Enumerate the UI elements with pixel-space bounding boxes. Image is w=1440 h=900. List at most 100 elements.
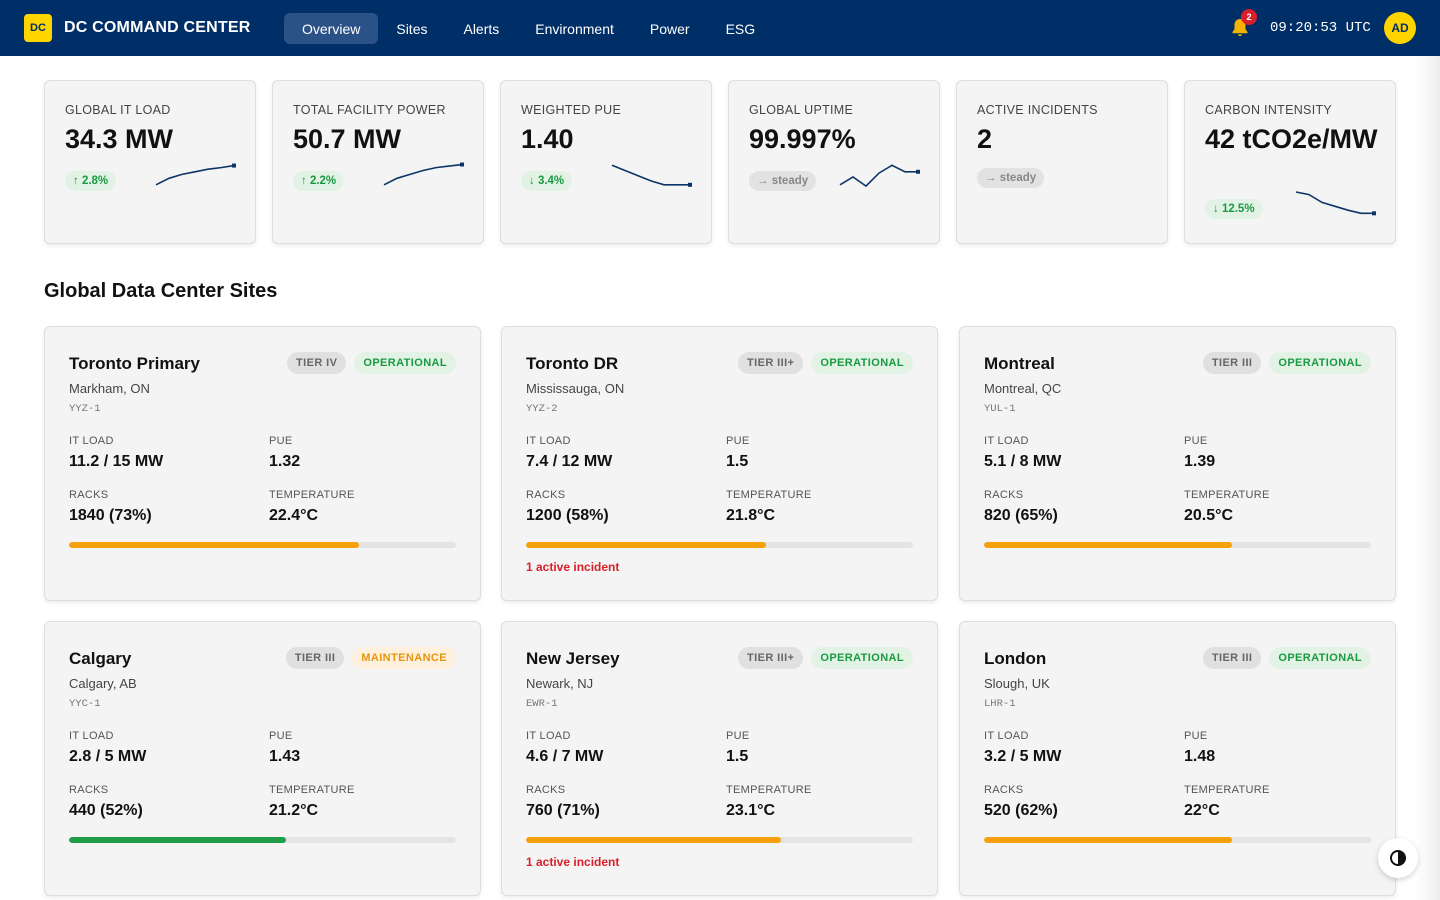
metric-label: IT LOAD bbox=[984, 435, 1029, 447]
sparkline-chart bbox=[155, 163, 236, 186]
kpi-value: 1.40 bbox=[521, 124, 574, 154]
metric-value: 820 (65%) bbox=[984, 507, 1058, 524]
site-location: Mississauga, ON bbox=[526, 381, 625, 396]
kpi-trend-badge: → steady bbox=[749, 171, 817, 191]
metric-temperature: TEMPERATURE 21.2°C bbox=[269, 784, 449, 820]
metric-label: RACKS bbox=[69, 489, 109, 501]
nav-alerts[interactable]: Alerts bbox=[463, 20, 500, 37]
dc-logo: DC bbox=[24, 14, 52, 42]
nav-sites[interactable]: Sites bbox=[396, 20, 428, 37]
metric-value: 21.8°C bbox=[726, 507, 776, 524]
kpi-trend-badge: ↓ 12.5% bbox=[1205, 199, 1263, 219]
metric-it-load: IT LOAD 3.2 / 5 MW bbox=[984, 730, 1164, 766]
app-title: DC COMMAND CENTER bbox=[64, 19, 251, 36]
metric-label: PUE bbox=[269, 730, 293, 742]
metric-pue: PUE 1.5 bbox=[726, 730, 906, 766]
utilization-bar-fill bbox=[984, 837, 1232, 843]
tier-badge: TIER III+ bbox=[738, 647, 804, 669]
metric-value: 11.2 / 15 MW bbox=[69, 453, 164, 470]
metric-label: TEMPERATURE bbox=[269, 489, 355, 501]
metric-value: 1.39 bbox=[1184, 453, 1216, 470]
sparkline-endpoint bbox=[1372, 211, 1376, 216]
nav-esg[interactable]: ESG bbox=[725, 20, 756, 37]
metric-label: PUE bbox=[726, 435, 750, 447]
metric-value: 22°C bbox=[1184, 802, 1220, 819]
utilization-bar bbox=[526, 837, 913, 843]
site-code: YYC-1 bbox=[69, 698, 101, 710]
status-badge: OPERATIONAL bbox=[354, 352, 456, 374]
kpi-trend-badge: ↑ 2.2% bbox=[293, 171, 345, 191]
tier-badge: TIER III+ bbox=[738, 352, 804, 374]
site-location: Markham, ON bbox=[69, 381, 150, 396]
theme-toggle-button[interactable] bbox=[1378, 838, 1418, 878]
metric-label: RACKS bbox=[69, 784, 109, 796]
user-avatar[interactable]: AD bbox=[1384, 12, 1416, 44]
metric-pue: PUE 1.48 bbox=[1184, 730, 1364, 766]
metric-pue: PUE 1.43 bbox=[269, 730, 449, 766]
metric-value: 440 (52%) bbox=[69, 802, 143, 819]
metric-temperature: TEMPERATURE 22.4°C bbox=[269, 489, 449, 525]
sparkline-series bbox=[1295, 191, 1374, 215]
site-code: YUL-1 bbox=[984, 403, 1016, 415]
metric-value: 1.48 bbox=[1184, 748, 1216, 765]
site-card-london[interactable]: London TIER III OPERATIONAL Slough, UK L… bbox=[959, 621, 1396, 896]
metric-it-load: IT LOAD 5.1 / 8 MW bbox=[984, 435, 1164, 471]
site-card-toronto-dr[interactable]: Toronto DR TIER III+ OPERATIONAL Mississ… bbox=[501, 326, 938, 601]
nav-overview[interactable]: Overview bbox=[284, 13, 379, 44]
metric-pue: PUE 1.39 bbox=[1184, 435, 1364, 471]
site-location: Calgary, AB bbox=[69, 676, 137, 691]
sparkline-endpoint bbox=[688, 182, 692, 187]
site-card-montreal[interactable]: Montreal TIER III OPERATIONAL Montreal, … bbox=[959, 326, 1396, 601]
metric-label: RACKS bbox=[984, 784, 1024, 796]
kpi-label: WEIGHTED PUE bbox=[521, 103, 622, 117]
metric-value: 1.5 bbox=[726, 453, 749, 470]
utc-clock: 09:20:53 UTC bbox=[1270, 20, 1371, 36]
metric-racks: RACKS 520 (62%) bbox=[984, 784, 1164, 820]
metric-value: 5.1 / 8 MW bbox=[984, 453, 1062, 470]
metric-temperature: TEMPERATURE 23.1°C bbox=[726, 784, 906, 820]
metric-value: 1.5 bbox=[726, 748, 749, 765]
site-badges: TIER IV OPERATIONAL bbox=[287, 352, 456, 374]
incident-link[interactable]: 1 active incident bbox=[526, 560, 620, 574]
utilization-bar bbox=[69, 542, 456, 548]
sparkline-endpoint bbox=[460, 162, 464, 167]
metric-it-load: IT LOAD 4.6 / 7 MW bbox=[526, 730, 706, 766]
site-name: Toronto DR bbox=[526, 354, 619, 373]
metric-label: RACKS bbox=[526, 489, 566, 501]
metric-it-load: IT LOAD 2.8 / 5 MW bbox=[69, 730, 249, 766]
sparkline-endpoint bbox=[232, 163, 236, 168]
top-navigation-bar: DC DC COMMAND CENTER Overview Sites Aler… bbox=[0, 0, 1440, 56]
scroll-edge-shadow bbox=[1416, 56, 1440, 900]
utilization-bar-fill bbox=[984, 542, 1232, 548]
kpi-carbon-intensity: CARBON INTENSITY 42 tCO2e/MW ↓ 12.5% bbox=[1184, 80, 1396, 244]
site-card-toronto-primary[interactable]: Toronto Primary TIER IV OPERATIONAL Mark… bbox=[44, 326, 481, 601]
status-badge: OPERATIONAL bbox=[811, 647, 913, 669]
kpi-trend-badge: ↓ 3.4% bbox=[521, 171, 573, 191]
utilization-bar bbox=[69, 837, 456, 843]
kpi-value: 50.7 MW bbox=[293, 124, 402, 154]
site-badges: TIER III+ OPERATIONAL bbox=[738, 647, 913, 669]
metric-racks: RACKS 760 (71%) bbox=[526, 784, 706, 820]
metric-label: PUE bbox=[269, 435, 293, 447]
metric-pue: PUE 1.32 bbox=[269, 435, 449, 471]
status-badge: OPERATIONAL bbox=[1269, 647, 1371, 669]
site-badges: TIER III MAINTENANCE bbox=[285, 647, 456, 669]
metric-temperature: TEMPERATURE 20.5°C bbox=[1184, 489, 1364, 525]
sparkline-series bbox=[383, 163, 463, 186]
site-badges: TIER III+ OPERATIONAL bbox=[738, 352, 913, 374]
nav-power[interactable]: Power bbox=[649, 20, 690, 37]
site-card-calgary[interactable]: Calgary TIER III MAINTENANCE Calgary, AB… bbox=[44, 621, 481, 896]
metric-temperature: TEMPERATURE 21.8°C bbox=[726, 489, 906, 525]
metric-value: 23.1°C bbox=[726, 802, 776, 819]
metric-pue: PUE 1.5 bbox=[726, 435, 906, 471]
nav-environment[interactable]: Environment bbox=[535, 20, 614, 37]
metric-value: 1.32 bbox=[269, 453, 301, 470]
kpi-label: GLOBAL UPTIME bbox=[749, 103, 854, 117]
incident-link[interactable]: 1 active incident bbox=[526, 855, 620, 869]
site-card-new-jersey[interactable]: New Jersey TIER III+ OPERATIONAL Newark,… bbox=[501, 621, 938, 896]
utilization-bar bbox=[984, 542, 1371, 548]
sparkline-series bbox=[839, 164, 918, 188]
site-code: YYZ-2 bbox=[526, 403, 558, 415]
metric-racks: RACKS 1200 (58%) bbox=[526, 489, 706, 525]
metric-label: TEMPERATURE bbox=[269, 784, 355, 796]
